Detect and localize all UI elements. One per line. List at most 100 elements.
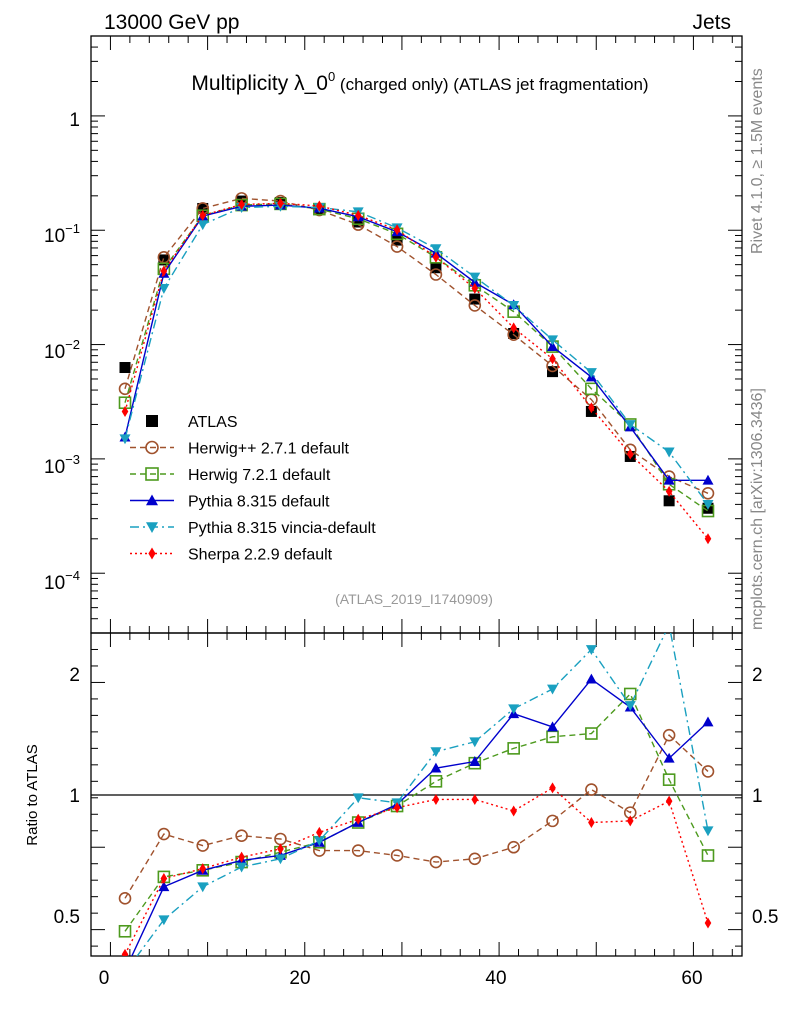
legend-label-atlas: ATLAS: [188, 414, 238, 431]
main-ticks: [91, 35, 742, 634]
series-sherpa-2-2-9-default: [121, 197, 712, 545]
point-sherpa-2-2-9-default-1: [160, 265, 168, 277]
point-pythia-8-315-vincia-default-2: [197, 220, 209, 231]
main-title: Multiplicity λ_00 (charged only) (ATLAS …: [191, 69, 648, 95]
ratio-point-pythia-8-315-default-8: [430, 762, 442, 773]
point-herwig-2-7-1-default-8: [429, 268, 443, 281]
series-line-herwig-7-2-1-default: [124, 203, 709, 512]
legend: ATLAS Herwig++ 2.7.1 default Herwig 7.2.1 …: [130, 414, 376, 564]
ratio-point-pythia-8-315-vincia-default-5: [313, 836, 325, 847]
series-pythia-8-315-vincia-default: [119, 201, 714, 510]
ratio-point-pythia-8-315-default-15: [702, 716, 714, 727]
point-sherpa-2-2-9-default-4: [277, 197, 284, 209]
ratio-point-pythia-8-315-vincia-default-2: [197, 882, 209, 893]
ratio-point-herwig-7-2-1-default-8: [429, 775, 443, 788]
point-herwig-2-7-1-default-7: [390, 240, 404, 253]
ratio-point-herwig-2-7-1-default-10: [507, 840, 520, 854]
ratio-point-herwig-7-2-1-default-14: [662, 773, 676, 786]
point-pythia-8-315-vincia-default-10: [508, 301, 520, 311]
ratio-point-pythia-8-315-vincia-default-3: [236, 862, 248, 873]
main-frame: [90, 35, 743, 634]
ratio-ytick-left-1: 1: [69, 786, 80, 807]
ratio-point-herwig-2-7-1-default-11: [546, 814, 559, 828]
ratio-line-pythia-8-315-vincia-default: [136, 633, 709, 956]
point-sherpa-2-2-9-default-2: [199, 209, 207, 221]
legend-label-pythia-8-315-vincia-default: Pythia 8.315 vincia-default: [188, 520, 376, 537]
ratio-ytick-right-0.5: 0.5: [752, 907, 778, 928]
ratio-point-sherpa-2-2-9-default-7: [393, 802, 401, 814]
ratio-point-herwig-2-7-1-default-8: [429, 855, 443, 869]
point-atlas-0: [119, 362, 131, 374]
ratio-point-pythia-8-315-vincia-default-11: [547, 684, 559, 695]
ratio-series-pythia-8-315-vincia-default: [136, 620, 714, 956]
point-sherpa-2-2-9-default-11: [549, 353, 556, 365]
point-sherpa-2-2-9-default-0: [121, 405, 129, 417]
legend-label-herwig-7-2-1-default: Herwig 7.2.1 default: [188, 467, 331, 484]
main-series-group: [118, 192, 715, 545]
ratio-point-sherpa-2-2-9-default-2: [199, 863, 207, 875]
xtick-label-0: 0: [99, 968, 110, 989]
ratio-point-sherpa-2-2-9-default-13: [626, 815, 634, 827]
point-pythia-8-315-default-11: [547, 341, 559, 351]
legend-label-herwig-2-7-1-default: Herwig++ 2.7.1 default: [188, 441, 350, 458]
point-sherpa-2-2-9-default-15: [704, 533, 712, 545]
legend-marker-herwig-2-7-1-default: [145, 440, 159, 455]
ratio-point-pythia-8-315-vincia-default-14: [664, 620, 675, 630]
legend-entry-sherpa-2-2-9-default: Sherpa 2.2.9 default: [130, 547, 333, 564]
ratio-point-sherpa-2-2-9-default-8: [432, 793, 440, 805]
title-superscript: 0: [328, 69, 335, 84]
ratio-point-pythia-8-315-vincia-default-6: [352, 793, 364, 804]
legend-marker-pythia-8-315-default: [146, 494, 158, 506]
ratio-line-herwig-7-2-1-default: [124, 692, 709, 932]
point-sherpa-2-2-9-default-14: [665, 485, 673, 497]
ratio-point-pythia-8-315-vincia-default-15: [702, 826, 714, 837]
ratio-point-pythia-8-315-default-9: [469, 756, 481, 766]
ratio-line-herwig-2-7-1-default: [124, 734, 709, 899]
ratio-ytick-left-2: 2: [69, 665, 80, 686]
ratio-point-pythia-8-315-default-0: [120, 965, 131, 975]
ratio-series-group: [118, 620, 715, 975]
ratio-point-sherpa-2-2-9-default-0: [121, 948, 129, 956]
point-atlas-9: [469, 293, 481, 305]
ratio-point-sherpa-2-2-9-default-3: [238, 851, 245, 863]
ratio-point-herwig-2-7-1-default-1: [157, 827, 171, 841]
ratio-point-sherpa-2-2-9-default-14: [665, 795, 673, 807]
ratio-ticks: [91, 632, 742, 956]
legend-entry-pythia-8-315-vincia-default: Pythia 8.315 vincia-default: [130, 520, 376, 537]
point-pythia-8-315-default-14: [663, 474, 675, 485]
ratio-point-sherpa-2-2-9-default-6: [354, 813, 362, 825]
legend-entry-pythia-8-315-default: Pythia 8.315 default: [130, 494, 330, 511]
series-line-pythia-8-315-vincia-default: [124, 205, 709, 505]
ratio-point-sherpa-2-2-9-default-4: [277, 843, 284, 855]
point-sherpa-2-2-9-default-12: [588, 402, 595, 414]
series-line-herwig-2-7-1-default: [124, 197, 709, 494]
xtick-label-40: 40: [485, 968, 506, 989]
ratio-point-sherpa-2-2-9-default-9: [471, 793, 479, 805]
ratio-point-pythia-8-315-vincia-default-10: [508, 704, 520, 715]
ratio-point-sherpa-2-2-9-default-1: [160, 873, 168, 885]
ratio-point-sherpa-2-2-9-default-5: [316, 826, 323, 838]
point-atlas-8: [430, 262, 442, 274]
ratio-ytick-right-2: 2: [752, 665, 763, 686]
point-sherpa-2-2-9-default-9: [471, 282, 479, 294]
ratio-point-herwig-7-2-1-default-12: [585, 727, 598, 740]
point-atlas-14: [663, 495, 675, 507]
point-pythia-8-315-vincia-default-14: [663, 447, 675, 458]
ratio-point-pythia-8-315-vincia-default-4: [274, 854, 286, 865]
ratio-series-sherpa-2-2-9-default: [121, 782, 712, 956]
ratio-point-sherpa-2-2-9-default-11: [549, 782, 556, 794]
ratio-ytick-right-1: 1: [752, 786, 763, 807]
ratio-point-herwig-2-7-1-default-15: [701, 765, 715, 778]
ratio-series-herwig-2-7-1-default: [118, 728, 715, 905]
point-pythia-8-315-vincia-default-13: [624, 420, 636, 430]
process-label: Jets: [692, 11, 731, 34]
title-rest: (charged only) (ATLAS jet fragmentation): [335, 75, 648, 94]
legend-marker-herwig-7-2-1-default: [145, 467, 159, 481]
ratio-point-herwig-2-7-1-default-12: [585, 783, 598, 796]
ratio-ytick-left-0.5: 0.5: [54, 907, 80, 928]
point-pythia-8-315-vincia-default-8: [430, 244, 442, 255]
analysis-label: (ATLAS_2019_I1740909): [335, 591, 493, 607]
mcplots-label: mcplots.cern.ch [arXiv:1306.3436]: [749, 388, 766, 630]
point-pythia-8-315-vincia-default-11: [547, 335, 559, 346]
ratio-point-herwig-2-7-1-default-6: [351, 844, 365, 857]
